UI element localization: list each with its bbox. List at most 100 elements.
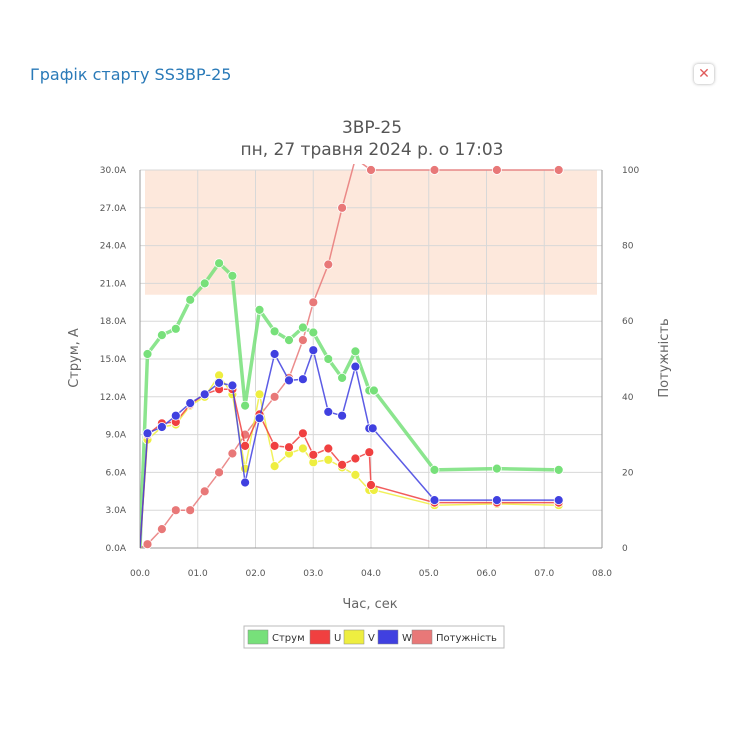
series-3-point (185, 398, 196, 409)
y-left-tick-label: 6.0A (106, 468, 127, 478)
y-left-tick-label: 18.0A (100, 317, 127, 327)
series-3-point (156, 422, 167, 432)
series-0-point (491, 463, 502, 474)
chart-title: 3BP-25 (342, 118, 402, 138)
series-2-point (297, 443, 308, 454)
series-4-point (337, 202, 348, 213)
series-2-point (350, 469, 361, 480)
series-4-point (185, 505, 196, 516)
series-3-line (140, 349, 559, 549)
series-3-point (170, 410, 181, 421)
series-3-point (227, 380, 238, 391)
series-group (140, 164, 564, 550)
x-tick-label: 08.0 (592, 569, 612, 579)
series-3-point (284, 375, 294, 386)
y-right-tick-label: 100 (622, 166, 639, 176)
series-0-point (308, 327, 319, 338)
x-tick-label: 04.0 (361, 569, 381, 579)
series-0-point (185, 294, 196, 305)
series-4-point (323, 259, 334, 270)
series-4-point (366, 165, 376, 175)
series-4-point (142, 539, 153, 550)
series-4-point (429, 165, 440, 175)
series-0-point (156, 330, 167, 341)
series-0-point (553, 464, 564, 475)
legend-label: Потужність (436, 632, 497, 644)
series-0-point (254, 304, 265, 315)
legend: Струм U V W Потужність (243, 625, 505, 649)
series-4-point (491, 165, 502, 175)
y-axis-label-left: Струм, А (67, 328, 82, 388)
series-4-point (214, 467, 225, 478)
series-0-point (429, 464, 440, 475)
y-left-tick-label: 24.0A (100, 242, 127, 252)
legend-swatch (411, 629, 433, 645)
series-0-point (269, 326, 280, 337)
series-0-point (227, 270, 238, 281)
series-4-point (269, 391, 280, 402)
series-4-point (308, 297, 319, 308)
x-tick-label: 01.0 (188, 569, 208, 579)
series-1-point (337, 459, 348, 470)
series-2-point (254, 389, 265, 400)
series-4-point (297, 335, 308, 346)
series-0-point (199, 278, 210, 289)
x-axis-label: Час, сек (342, 597, 397, 612)
series-3-point (297, 374, 308, 385)
x-tick-label: 03.0 (303, 569, 323, 579)
series-3-point (553, 495, 564, 506)
series-1-point (269, 440, 280, 451)
series-4-point (156, 524, 167, 534)
y-left-tick-label: 12.0A (100, 393, 127, 403)
series-1-point (297, 428, 308, 439)
series-3-point (429, 495, 440, 506)
y-left-tick-label: 9.0A (106, 431, 127, 441)
legend-label: U (334, 633, 341, 644)
y-right-tick-label: 0 (622, 544, 628, 554)
series-0-point (350, 346, 361, 357)
series-0-point (297, 322, 308, 333)
legend-label: W (402, 633, 412, 644)
x-tick-label: 00.0 (130, 569, 150, 579)
series-2-point (269, 461, 280, 472)
series-1-point (364, 447, 375, 458)
series-0-point (214, 258, 225, 269)
x-tick-label: 05.0 (419, 569, 439, 579)
series-4-point (199, 486, 210, 497)
legend-frame (243, 625, 505, 649)
y-right-tick-label: 80 (622, 242, 634, 252)
y-left-tick-label: 15.0A (100, 355, 127, 365)
y-left-tick-label: 21.0A (100, 279, 127, 289)
series-3-point (254, 413, 265, 424)
legend-swatch (309, 629, 331, 645)
series-3-point (240, 477, 251, 488)
legend-label: V (368, 633, 375, 644)
series-1-point (240, 440, 251, 451)
series-0-point (142, 349, 153, 359)
series-4-point (170, 505, 181, 516)
series-3-point (323, 406, 334, 417)
series-0-point (337, 372, 348, 383)
series-2-point (323, 454, 334, 465)
series-0-point (170, 323, 181, 334)
series-1-point (284, 442, 294, 453)
dialog-title: Графік старту SS3BP-25 (30, 65, 232, 84)
series-0-point (240, 400, 251, 411)
plot-area: 00.0 01.0 02.0 03.0 04.0 05.0 06.0 07.0 08.0 0.0A… (100, 164, 639, 579)
close-icon[interactable]: ✕ (694, 64, 714, 84)
series-3-point (337, 410, 348, 421)
series-3-point (269, 349, 280, 359)
series-1-point (308, 449, 319, 460)
series-3-point (350, 361, 361, 372)
series-3-point (491, 495, 502, 506)
chart-subtitle: пн, 27 травня 2024 р. о 17:03 (240, 140, 503, 160)
series-0-point (368, 385, 379, 396)
series-1-line (140, 388, 559, 549)
y-left-tick-label: 30.0A (100, 166, 127, 176)
y-right-tick-label: 20 (622, 468, 634, 478)
series-1-point (366, 480, 376, 490)
y-right-tick-label: 40 (622, 393, 634, 403)
series-4-point (227, 448, 238, 459)
series-4-point (553, 165, 564, 175)
series-3-point (199, 389, 210, 400)
